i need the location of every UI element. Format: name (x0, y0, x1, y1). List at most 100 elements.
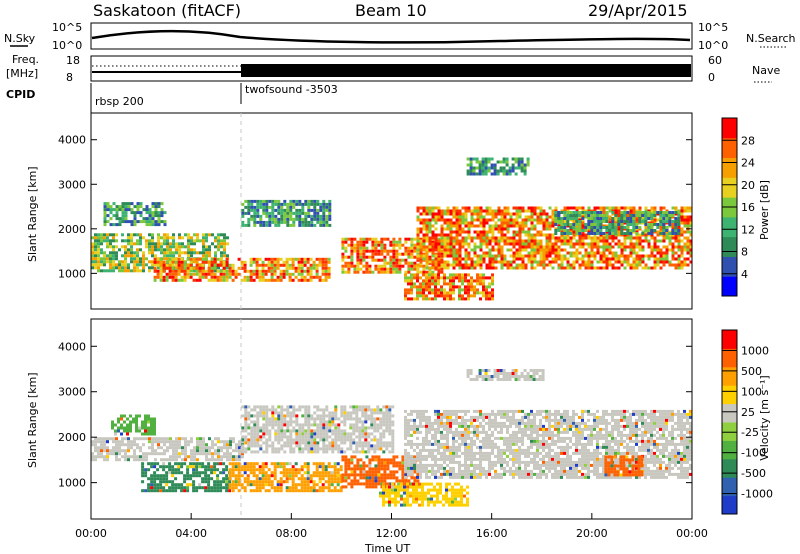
scatter-cell (449, 254, 453, 258)
scatter-cell (165, 465, 169, 469)
scatter-cell (593, 257, 597, 261)
scatter-cell (127, 437, 130, 441)
scatter-cell (644, 223, 648, 226)
scatter-cell (457, 503, 460, 507)
scatter-cell (124, 455, 127, 459)
scatter-cell (458, 215, 462, 219)
scatter-cell (677, 223, 681, 226)
scatter-cell (294, 462, 298, 466)
scatter-cell (210, 477, 214, 481)
scatter-cell (341, 243, 345, 247)
scatter-cell (545, 221, 549, 225)
scatter-cell (213, 486, 217, 490)
scatter-cell (506, 263, 510, 267)
scatter-cell (455, 409, 458, 413)
scatter-cell (385, 494, 388, 498)
scatter-cell (512, 212, 516, 216)
scatter-cell (428, 448, 431, 452)
scatter-cell (103, 223, 107, 227)
scatter-cell (175, 440, 178, 444)
scatter-cell (587, 242, 591, 246)
scatter-cell (467, 273, 470, 277)
scatter-cell (407, 430, 410, 434)
scatter-cell (479, 273, 482, 277)
scatter-cell (560, 220, 564, 223)
scatter-cell (575, 229, 579, 232)
scatter-cell (632, 220, 636, 223)
scatter-cell (431, 240, 435, 244)
scatter-cell (318, 462, 322, 466)
scatter-cell (584, 263, 588, 267)
scatter-cell (437, 291, 440, 295)
scatter-cell (530, 266, 534, 270)
scatter-cell (488, 227, 492, 231)
scatter-cell (404, 457, 407, 461)
scatter-cell (617, 209, 621, 213)
scatter-cell (353, 470, 357, 474)
scatter-cell (100, 440, 103, 444)
scatter-cell (479, 233, 483, 237)
scatter-cell (118, 217, 122, 221)
scatter-cell (644, 211, 648, 214)
scatter-cell (199, 443, 202, 447)
scatter-cell (303, 465, 307, 469)
scatter-cell (118, 449, 121, 453)
scatter-cell (410, 442, 413, 446)
scatter-cell (219, 269, 223, 273)
scatter-cell (419, 409, 422, 413)
scatter-cell (148, 233, 151, 237)
scatter-cell (267, 474, 271, 478)
scatter-cell (174, 471, 178, 475)
scatter-cell (590, 251, 594, 255)
scatter-cell (327, 480, 331, 484)
scatter-cell (428, 270, 432, 274)
scatter-cell (106, 458, 109, 462)
scatter-cell (409, 485, 412, 489)
scatter-cell (163, 443, 166, 447)
scatter-cell (171, 269, 175, 273)
scatter-cell (446, 282, 449, 286)
scatter-cell (147, 477, 151, 481)
scatter-cell (566, 257, 570, 261)
scatter-cell (265, 211, 269, 215)
scatter-cell (491, 297, 494, 301)
scatter-cell (133, 449, 136, 453)
scatter-cell (593, 251, 597, 255)
scatter-cell (557, 254, 561, 258)
scatter-cell (422, 442, 425, 446)
scatter-cell (434, 206, 438, 210)
scatter-cell (455, 472, 458, 476)
scatter-cell (443, 427, 446, 431)
scatter-cell (548, 251, 552, 255)
scatter-cell (689, 251, 693, 255)
scatter-cell (599, 236, 603, 240)
scatter-cell (479, 242, 483, 246)
scatter-cell (413, 273, 416, 277)
scatter-cell (397, 488, 400, 492)
scatter-cell (306, 486, 310, 490)
scatter-cell (593, 239, 597, 243)
scatter-cell (168, 272, 172, 276)
scatter-cell (578, 245, 582, 249)
scatter-cell (205, 452, 208, 456)
scatter-cell (419, 469, 422, 473)
scatter-cell (94, 248, 97, 252)
scatter-cell (548, 206, 552, 210)
scatter-cell (271, 199, 275, 203)
scatter-cell (431, 209, 435, 213)
scatter-cell (216, 489, 220, 493)
scatter-cell (482, 254, 486, 258)
scatter-cell (217, 266, 220, 270)
scatter-cell (273, 272, 277, 276)
scatter-cell (183, 275, 187, 279)
scatter-cell (392, 252, 396, 256)
scatter-cell (198, 275, 202, 279)
scatter-cell (683, 260, 687, 264)
scatter-cell (502, 157, 506, 161)
scatter-cell (325, 223, 329, 227)
scatter-cell (118, 446, 121, 450)
scatter-cell (380, 485, 384, 489)
scatter-cell (668, 232, 672, 235)
scatter-cell (437, 294, 440, 298)
scatter-cell (427, 482, 430, 486)
